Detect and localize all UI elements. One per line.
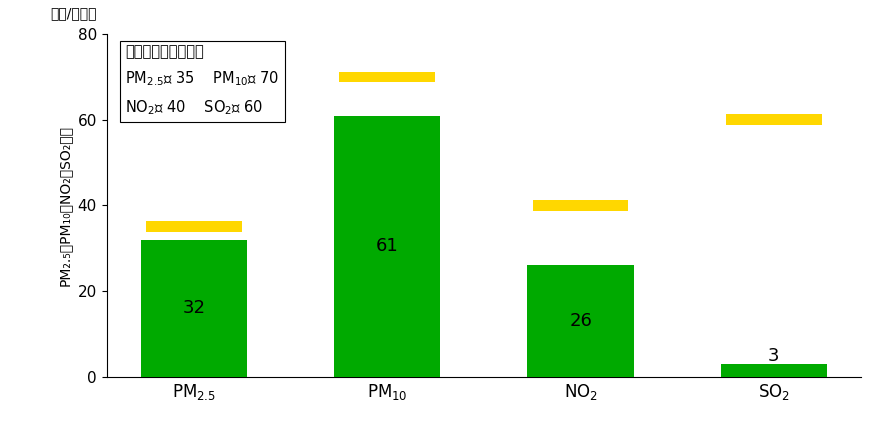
Text: 61: 61 [376,237,399,255]
Y-axis label: PM₂.₅、PM₁₀、NO₂、SO₂浓度: PM₂.₅、PM₁₀、NO₂、SO₂浓度 [58,125,72,286]
Bar [527,265,634,377]
Text: 微克/立方米: 微克/立方米 [50,6,97,21]
Bar [339,72,435,82]
Text: 32: 32 [183,299,205,317]
Bar [141,240,247,377]
Text: 国家二级标准限值：
PM$_{2.5}$： 35    PM$_{10}$： 70
NO$_2$： 40    SO$_2$： 60: 国家二级标准限值： PM$_{2.5}$： 35 PM$_{10}$： 70 N… [125,45,280,116]
Bar [533,200,629,211]
Text: 3: 3 [768,347,780,365]
Bar [721,364,827,377]
Bar [147,222,242,232]
Bar [726,115,821,125]
Bar [334,116,440,377]
Text: 26: 26 [569,312,592,330]
